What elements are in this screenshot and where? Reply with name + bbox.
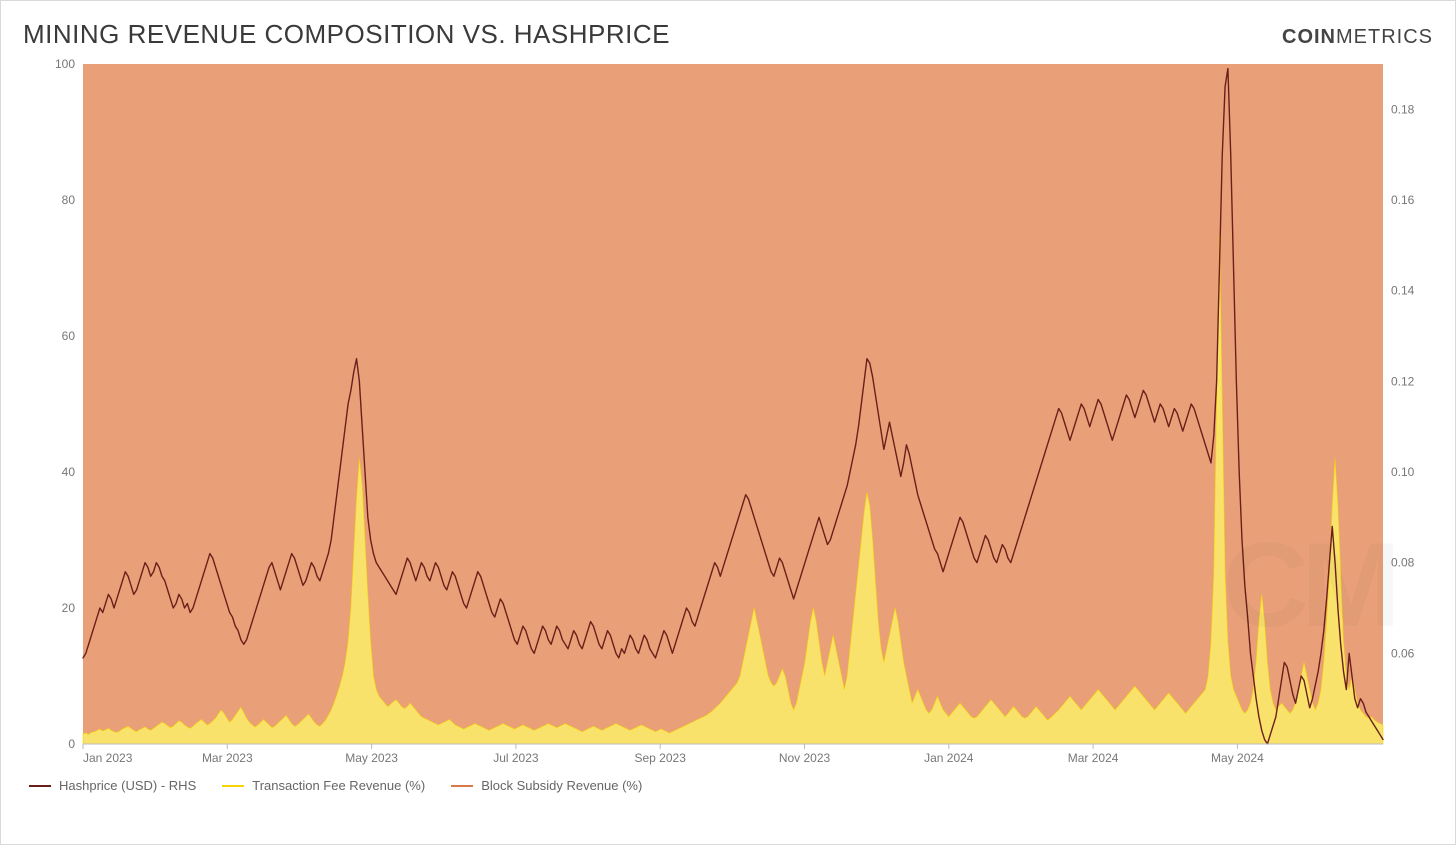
y-right-tick: 0.16	[1391, 193, 1415, 207]
legend: Hashprice (USD) - RHS Transaction Fee Re…	[23, 778, 1433, 793]
x-tick: Jan 2023	[83, 751, 133, 765]
legend-label-fee: Transaction Fee Revenue (%)	[252, 778, 425, 793]
x-tick: Jan 2024	[924, 751, 974, 765]
y-right-tick: 0.14	[1391, 284, 1415, 298]
chart-title: MINING REVENUE COMPOSITION VS. HASHPRICE	[23, 19, 670, 50]
chart-card: MINING REVENUE COMPOSITION VS. HASHPRICE…	[0, 0, 1456, 845]
y-left-tick: 20	[62, 601, 76, 615]
x-tick: May 2024	[1211, 751, 1264, 765]
y-left-tick: 60	[62, 329, 76, 343]
subsidy-area	[83, 64, 1383, 744]
legend-item-fee: Transaction Fee Revenue (%)	[222, 778, 425, 793]
x-tick: Nov 2023	[779, 751, 831, 765]
legend-swatch-hashprice	[29, 785, 51, 787]
legend-label-subsidy: Block Subsidy Revenue (%)	[481, 778, 642, 793]
y-left-tick: 40	[62, 465, 76, 479]
legend-item-subsidy: Block Subsidy Revenue (%)	[451, 778, 642, 793]
legend-swatch-subsidy	[451, 785, 473, 787]
y-right-tick: 0.10	[1391, 465, 1415, 479]
y-right-tick: 0.08	[1391, 556, 1415, 570]
x-tick: Sep 2023	[635, 751, 687, 765]
y-left-tick: 0	[68, 737, 75, 751]
legend-label-hashprice: Hashprice (USD) - RHS	[59, 778, 196, 793]
header: MINING REVENUE COMPOSITION VS. HASHPRICE…	[23, 19, 1433, 50]
brand-logo: COINMETRICS	[1282, 26, 1433, 49]
y-right-tick: 0.18	[1391, 102, 1415, 116]
y-right-tick: 0.12	[1391, 374, 1415, 388]
y-left-tick: 100	[55, 57, 75, 71]
x-tick: Mar 2023	[202, 751, 253, 765]
brand-bold: COIN	[1282, 26, 1336, 48]
x-tick: May 2023	[345, 751, 398, 765]
x-tick: Jul 2023	[493, 751, 539, 765]
y-right-tick: 0.06	[1391, 646, 1415, 660]
x-tick: Mar 2024	[1068, 751, 1119, 765]
legend-swatch-fee	[222, 785, 244, 787]
legend-item-hashprice: Hashprice (USD) - RHS	[29, 778, 196, 793]
y-left-tick: 80	[62, 193, 76, 207]
brand-light: METRICS	[1336, 26, 1433, 48]
chart-plot: 0 20 40 60 80 100 0.06 0.08 0.10 0.12 0.14 0.16 0.18…	[23, 54, 1433, 774]
chart-svg: 0 20 40 60 80 100 0.06 0.08 0.10 0.12 0.14 0.16 0.18…	[23, 54, 1433, 774]
